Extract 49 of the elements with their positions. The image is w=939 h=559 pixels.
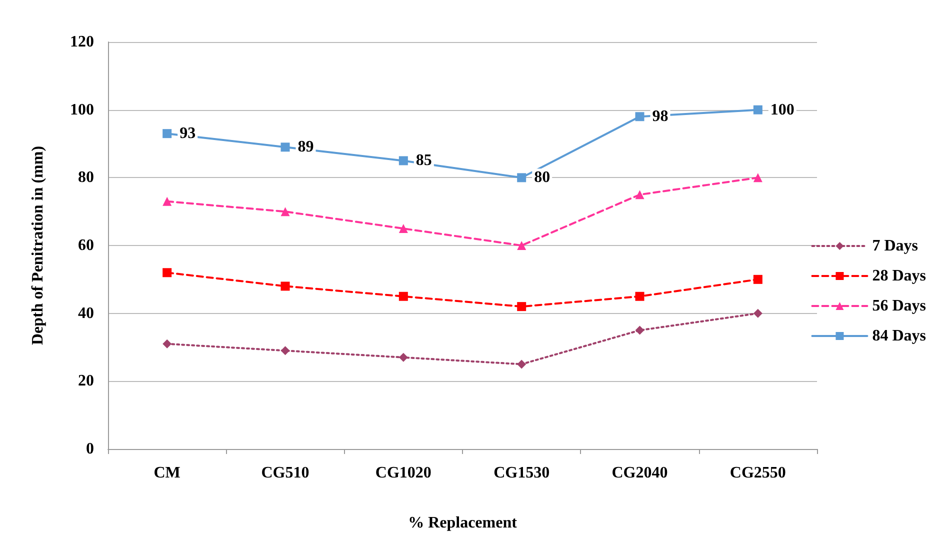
point <box>162 268 172 278</box>
point <box>162 339 172 348</box>
y-tick-label: 60 <box>78 237 94 254</box>
x-tick-label: CM <box>154 464 180 482</box>
point <box>280 346 290 356</box>
point <box>280 142 290 152</box>
data-label: 80 <box>534 169 550 186</box>
point <box>753 308 762 318</box>
x-tick-label: CG510 <box>261 464 310 482</box>
data-label: 85 <box>416 152 432 170</box>
data-label: 98 <box>652 108 668 126</box>
legend-label: 84 Days <box>872 328 926 344</box>
x-tick-label: CG2040 <box>612 464 668 482</box>
x-axis-title: % Replacement <box>408 514 518 532</box>
y-tick-label: 20 <box>78 372 94 390</box>
x-tick-label: CG2550 <box>730 464 786 482</box>
point <box>753 274 762 284</box>
y-tick-label: 100 <box>70 101 94 118</box>
point <box>635 326 644 335</box>
data-label: 100 <box>770 101 794 118</box>
x-tick-label: CG1020 <box>375 464 432 482</box>
point <box>635 190 644 200</box>
data-label: 93 <box>180 125 196 142</box>
data-label: 89 <box>298 138 314 156</box>
y-tick-label: 40 <box>78 304 94 322</box>
point <box>517 302 526 312</box>
point <box>280 207 290 216</box>
point <box>162 196 172 206</box>
y-tick-label: 80 <box>78 169 94 186</box>
y-tick-label: 0 <box>86 440 94 458</box>
point <box>162 129 172 138</box>
point <box>517 360 526 369</box>
point <box>517 241 526 250</box>
y-tick-label: 120 <box>70 34 94 50</box>
x-tick-label: CG1530 <box>494 464 550 482</box>
point <box>517 173 526 182</box>
point <box>398 292 408 301</box>
point <box>753 105 762 114</box>
point <box>280 282 290 291</box>
point <box>635 112 644 122</box>
y-axis-title: Depth of Penitration in (mm) <box>30 146 46 346</box>
point <box>753 173 762 182</box>
point <box>398 352 408 362</box>
legend-label: 7 Days <box>872 238 918 254</box>
point <box>398 156 408 166</box>
point <box>635 292 644 301</box>
legend-label: 28 Days <box>872 268 926 284</box>
point <box>398 224 408 234</box>
legend-label: 56 Days <box>872 298 926 314</box>
